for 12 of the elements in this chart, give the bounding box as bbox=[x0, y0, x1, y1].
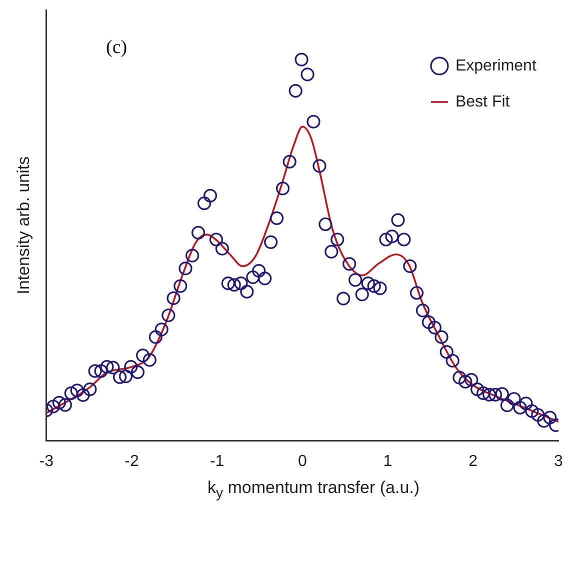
x-tick-label: 1 bbox=[383, 452, 392, 470]
legend-label: Experiment bbox=[455, 57, 537, 74]
x-tick-label: 2 bbox=[468, 452, 478, 470]
y-axis-title: Intensity arb. units bbox=[14, 156, 33, 294]
x-axis-title: k$_{y}$ momentum transfer (a.u.) bbox=[206, 478, 421, 502]
x-tick-label: 3 bbox=[554, 452, 563, 470]
x-tick-label: -2 bbox=[124, 452, 139, 470]
legend-label: Best Fit bbox=[455, 93, 510, 110]
text: (c) bbox=[106, 37, 128, 59]
x-tick-label: 0 bbox=[298, 452, 307, 470]
x-tick-label: -1 bbox=[210, 452, 224, 470]
x-tick-label: -3 bbox=[39, 452, 54, 470]
